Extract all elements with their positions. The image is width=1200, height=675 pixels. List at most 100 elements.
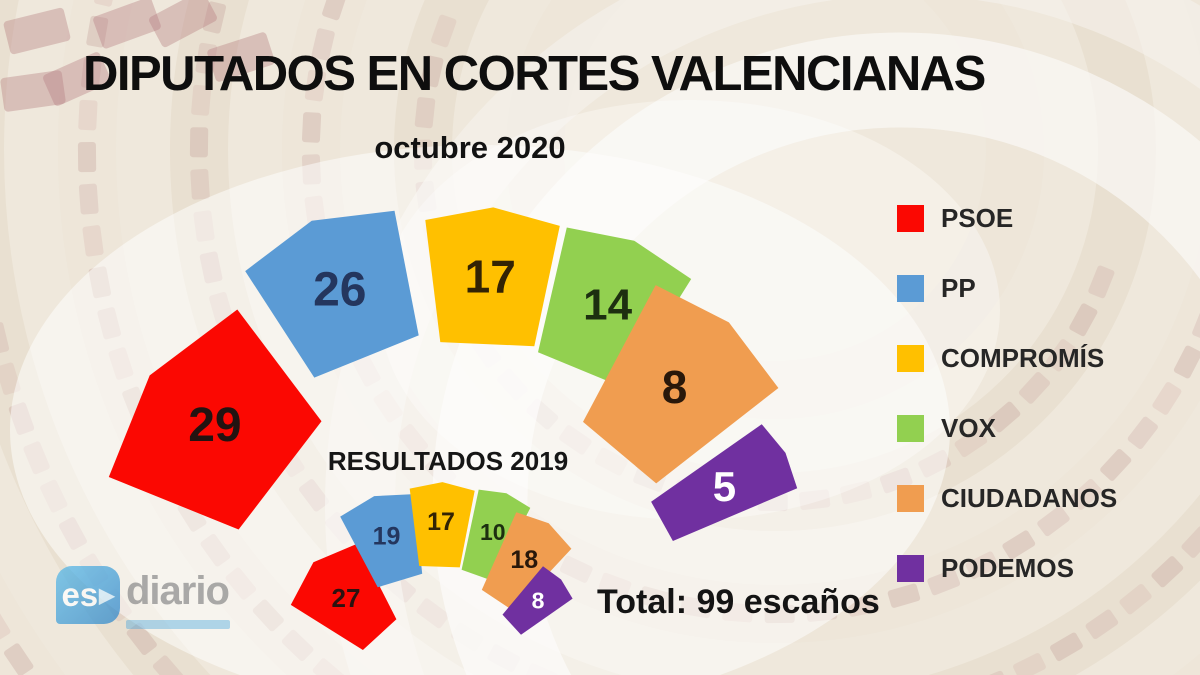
play-icon: ▶ — [99, 584, 115, 607]
seat-count-label-podemos: 5 — [713, 463, 736, 510]
chart-title-2019: RESULTADOS 2019 — [327, 446, 569, 476]
legend-item-vox: VOX — [897, 413, 1117, 443]
seat-chip — [126, 622, 157, 656]
legend-label: CIUDADANOS — [941, 483, 1118, 513]
seat-wedge-compromís — [425, 207, 560, 347]
seat-chip — [301, 112, 322, 143]
seat-chip — [77, 142, 97, 173]
seat-count-label-psoe: 29 — [188, 399, 241, 452]
seat-count-label-compromís: 17 — [465, 250, 516, 302]
seat-chip — [0, 362, 21, 395]
psoe-color-swatch — [897, 205, 924, 232]
seat-wedge-vox — [538, 227, 692, 388]
seat-chip — [1002, 530, 1036, 560]
seat-chip-dark — [149, 0, 217, 48]
seat-chip — [1100, 449, 1132, 481]
seat-count-label-psoe: 27 — [332, 583, 361, 613]
legend-item-pp: PP — [897, 273, 1117, 303]
esdiario-watermark: es ▶ diario — [56, 566, 230, 629]
seat-chip — [1037, 506, 1070, 537]
vox-color-swatch — [897, 415, 924, 442]
seat-count-label-pp: 19 — [373, 522, 401, 550]
seat-chip — [0, 607, 11, 641]
seat-wedge-psoe — [108, 309, 322, 530]
floor-wash — [10, 145, 950, 675]
seat-chip — [1018, 371, 1051, 404]
chart-title-2020: octubre 2020 — [374, 130, 566, 165]
legend-item-psoe: PSOE — [897, 203, 1117, 233]
seat-chip — [887, 583, 921, 608]
seat-count-label-podemos: 8 — [532, 588, 545, 614]
seat-chip-dark — [3, 7, 71, 55]
party-legend: PSOE PP COMPROMÍS VOX CIUDADANOS PODEMOS — [897, 203, 1118, 625]
seat-chip — [1152, 382, 1182, 415]
compromis-color-swatch — [897, 345, 924, 372]
seat-chip — [1192, 307, 1200, 341]
legend-item-compromis: COMPROMÍS — [897, 343, 1117, 373]
seat-chip — [1069, 303, 1098, 337]
seat-chip — [988, 401, 1021, 433]
seating-row-arc — [58, 0, 1200, 675]
legend-item-podemos: PODEMOS — [897, 553, 1117, 583]
legend-item-ciudadanos: CIUDADANOS — [897, 483, 1118, 513]
pp-color-swatch — [897, 275, 924, 302]
seat-count-label-pp: 26 — [313, 264, 366, 317]
seat-chip — [1069, 478, 1102, 510]
legend-label: COMPROMÍS — [941, 343, 1105, 373]
podemos-color-swatch — [897, 555, 924, 582]
seat-chip-dark — [43, 52, 111, 106]
seat-chip — [431, 14, 457, 48]
seat-chip — [1151, 556, 1184, 588]
seat-chip — [1088, 265, 1115, 299]
seat-wedge-podemos — [651, 424, 798, 541]
seat-wedge-pp — [340, 494, 423, 588]
esdiario-logo-badge: es ▶ — [56, 566, 120, 624]
legend-label: VOX — [941, 413, 996, 443]
seat-chip — [152, 655, 184, 675]
logo-es-text: es — [61, 576, 99, 613]
seat-count-label-vox: 10 — [480, 519, 506, 545]
seating-row-arc — [170, 0, 1200, 675]
logo-tagline-bar — [126, 620, 230, 629]
seat-chip-dark — [207, 32, 275, 82]
seat-chip — [927, 569, 961, 596]
seat-chip — [195, 42, 218, 75]
seat-chip — [420, 55, 444, 88]
logo-diario-text: diario — [126, 569, 230, 613]
seat-chip — [191, 84, 212, 116]
legend-label: PP — [941, 273, 976, 303]
seat-chip — [0, 322, 10, 355]
seat-wedge-podemos — [502, 566, 573, 635]
legend-label: PODEMOS — [941, 553, 1074, 583]
seat-count-label-ciudadanos: 18 — [510, 546, 538, 574]
seat-chip — [414, 97, 436, 129]
seat-chip — [965, 551, 999, 579]
seat-chip — [1050, 632, 1083, 662]
seat-chip — [82, 225, 104, 257]
seat-chip — [1046, 339, 1076, 372]
seat-chip-dark — [93, 0, 161, 49]
seat-chip — [80, 57, 102, 89]
seat-wedge-compromís — [409, 482, 475, 568]
page-title: DIPUTADOS EN CORTES VALENCIANAS — [83, 47, 986, 101]
seat-chip — [1181, 526, 1200, 558]
seat-wedge-vox — [461, 489, 531, 581]
seat-count-label-vox: 14 — [583, 280, 632, 329]
seat-chip — [4, 643, 34, 675]
seat-count-label-compromís: 17 — [427, 508, 455, 536]
seat-chip — [1013, 653, 1046, 675]
seat-chip — [1173, 345, 1200, 379]
seat-chip — [78, 183, 99, 215]
seat-chip — [304, 69, 327, 102]
seat-chip — [1085, 609, 1119, 640]
seat-chip — [1119, 584, 1152, 615]
parliament-chart-2020: 29 26 17 14 8 5 — [108, 207, 798, 541]
seat-wedge-ciudadanos — [583, 285, 779, 484]
seat-wedge-pp — [245, 210, 419, 378]
seat-chip — [86, 15, 109, 48]
seat-wedge-ciudadanos — [481, 512, 572, 611]
seat-chip — [190, 168, 210, 200]
